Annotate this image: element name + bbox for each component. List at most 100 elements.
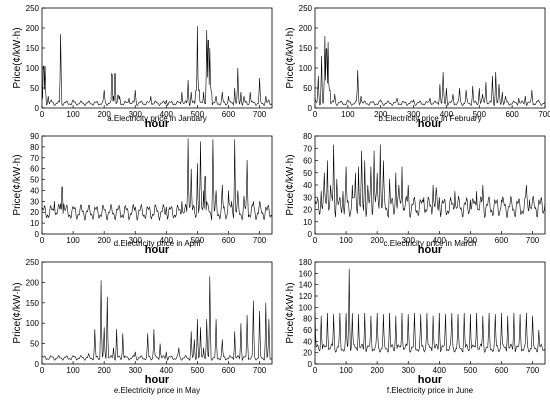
y-axis-label: Price(¢/kW·h) (285, 27, 296, 88)
y-tick-label: 80 (303, 132, 312, 141)
series-line (314, 144, 546, 219)
x-tick-label: 200 (97, 366, 111, 375)
y-tick-label: 30 (30, 197, 39, 206)
x-tick-label: 400 (160, 366, 174, 375)
x-tick-label: 300 (402, 236, 416, 245)
y-tick-label: 0 (308, 104, 313, 113)
x-tick-label: 300 (129, 236, 143, 245)
x-tick-label: 200 (97, 236, 111, 245)
y-tick-label: 140 (299, 281, 313, 290)
x-tick-label: 0 (313, 236, 318, 245)
y-tick-label: 90 (30, 132, 39, 141)
panel-caption: c.Electricity price in March (384, 239, 477, 248)
y-tick-label: 50 (30, 176, 39, 185)
series-line (41, 25, 273, 107)
y-tick-label: 10 (303, 218, 312, 227)
series-line (41, 138, 273, 222)
panel-caption: f.Electricity price in June (387, 386, 474, 395)
x-tick-label: 700 (538, 110, 550, 119)
y-axis-label: Price(¢/kW·h) (12, 27, 23, 88)
y-tick-label: 160 (299, 269, 313, 278)
plot-frame (41, 261, 273, 365)
x-tick-label: 500 (464, 236, 478, 245)
y-tick-label: 0 (35, 360, 40, 369)
y-tick-label: 100 (26, 319, 40, 328)
y-tick-label: 60 (30, 165, 39, 174)
series-line (314, 268, 546, 354)
x-tick-label: 0 (313, 110, 318, 119)
panel-1: 0 50 100 150 200 250 0 100 200 300 400 500 600 700 hou… (285, 4, 550, 130)
y-tick-label: 40 (303, 181, 312, 190)
y-tick-label: 150 (299, 44, 313, 53)
y-tick-label: 50 (30, 84, 39, 93)
y-axis-label: Price(¢/kW·h) (12, 154, 23, 215)
y-tick-label: 0 (35, 230, 40, 239)
x-tick-label: 400 (440, 110, 454, 119)
x-tick-label: 100 (341, 110, 355, 119)
x-tick-label: 600 (505, 110, 519, 119)
panel-caption: e.Electricity price in May (114, 386, 200, 395)
x-tick-label: 100 (66, 366, 80, 375)
x-tick-label: 0 (40, 366, 45, 375)
y-tick-label: 30 (303, 193, 312, 202)
x-tick-label: 600 (222, 236, 236, 245)
x-axis-label: hour (145, 118, 170, 130)
x-tick-label: 200 (370, 236, 384, 245)
y-tick-label: 250 (26, 4, 40, 13)
x-tick-label: 200 (374, 110, 388, 119)
x-tick-label: 400 (160, 236, 174, 245)
y-tick-label: 80 (303, 315, 312, 324)
x-tick-label: 700 (526, 366, 540, 375)
y-tick-label: 20 (30, 208, 39, 217)
x-axis-label: hour (418, 374, 443, 386)
x-axis-label: hour (145, 374, 170, 386)
y-tick-label: 0 (308, 230, 313, 239)
y-tick-label: 50 (303, 84, 312, 93)
x-axis-label: hour (145, 244, 170, 256)
x-tick-label: 500 (464, 366, 478, 375)
y-axis-label: Price(¢/kW·h) (12, 282, 23, 343)
x-tick-label: 700 (253, 110, 267, 119)
x-tick-label: 0 (40, 236, 45, 245)
x-tick-label: 300 (402, 366, 416, 375)
series-line (314, 35, 546, 107)
y-tick-label: 20 (303, 349, 312, 358)
x-tick-label: 300 (129, 110, 143, 119)
y-tick-label: 70 (30, 154, 39, 163)
y-tick-label: 60 (303, 157, 312, 166)
y-axis-label: Price(¢/kW·h) (285, 282, 296, 343)
y-tick-label: 150 (26, 299, 40, 308)
x-tick-label: 400 (160, 110, 174, 119)
x-tick-label: 600 (222, 110, 236, 119)
panel-caption: d.Electricity price in April (114, 239, 201, 248)
x-axis-label: hour (418, 118, 443, 130)
y-tick-label: 120 (299, 292, 313, 301)
y-tick-label: 200 (26, 24, 40, 33)
x-tick-label: 500 (191, 110, 205, 119)
x-tick-label: 0 (313, 366, 318, 375)
x-tick-label: 700 (253, 236, 267, 245)
y-tick-label: 40 (303, 337, 312, 346)
x-tick-label: 100 (339, 366, 353, 375)
x-tick-label: 500 (191, 236, 205, 245)
y-tick-label: 200 (26, 278, 40, 287)
panel-0: 0 50 100 150 200 250 0 100 200 300 400 500 600 700 hou… (12, 4, 273, 130)
y-tick-label: 20 (303, 206, 312, 215)
y-tick-label: 10 (30, 219, 39, 228)
y-tick-label: 50 (30, 340, 39, 349)
x-tick-label: 100 (66, 110, 80, 119)
y-tick-label: 250 (26, 258, 40, 267)
plot-frame (314, 7, 546, 109)
x-tick-label: 500 (191, 366, 205, 375)
y-tick-label: 200 (299, 24, 313, 33)
x-tick-label: 200 (97, 110, 111, 119)
panel-caption: a.Electricity price in January (107, 114, 207, 123)
y-tick-label: 0 (35, 104, 40, 113)
plot-frame (314, 135, 546, 235)
x-tick-label: 100 (339, 236, 353, 245)
y-tick-label: 150 (26, 44, 40, 53)
